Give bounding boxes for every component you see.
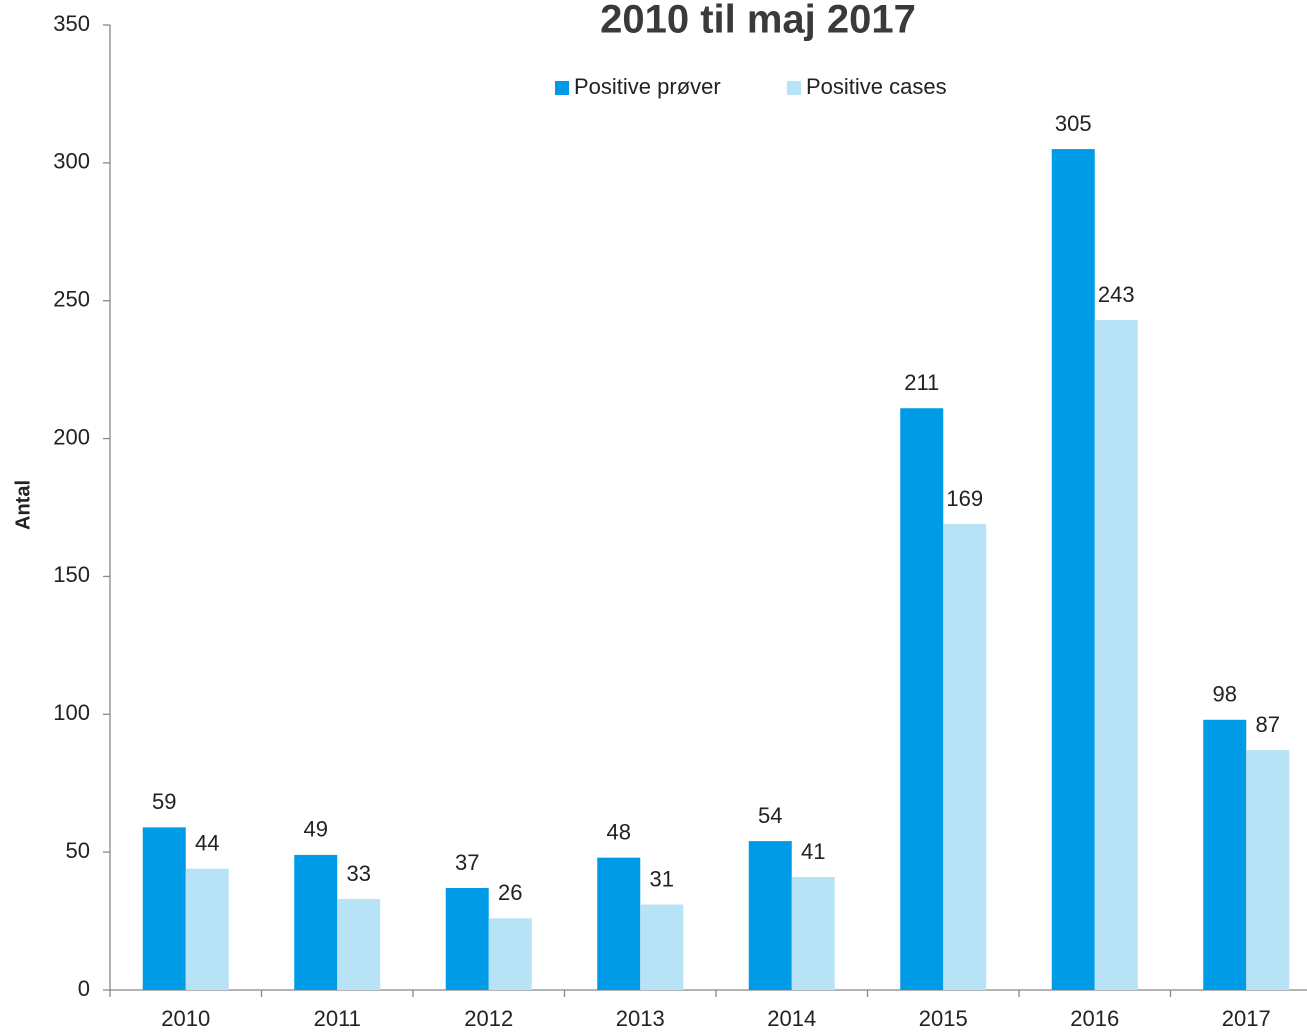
bar [597,857,641,990]
y-tick-label: 0 [78,976,90,1001]
legend-swatch [555,81,569,95]
bar [337,899,381,990]
data-label: 26 [498,880,522,905]
bar [445,887,489,990]
data-label: 243 [1098,282,1135,307]
x-tick-label: 2015 [919,1006,968,1031]
data-label: 211 [904,370,939,395]
bar [1094,320,1138,990]
data-label: 31 [650,866,674,891]
data-label: 87 [1256,712,1280,737]
x-tick-label: 2012 [464,1006,513,1031]
data-label: 44 [195,830,219,855]
data-label: 48 [607,819,631,844]
y-axis-label: Antal [12,480,34,530]
x-tick-label: 2016 [1070,1006,1119,1031]
y-tick-label: 100 [53,700,90,725]
data-label: 33 [347,861,371,886]
data-label: 59 [152,789,176,814]
data-label: 49 [304,817,328,842]
bar [900,408,944,990]
bar [640,904,684,990]
x-tick-label: 2014 [767,1006,816,1031]
data-label: 54 [758,803,782,828]
bar [748,841,792,990]
y-tick-label: 50 [66,838,90,863]
data-label: 37 [455,850,479,875]
legend-label: Positive cases [806,74,947,99]
chart-title: 2010 til maj 2017 [600,0,916,42]
bar [943,524,987,990]
bar [142,827,186,990]
bar [1203,719,1247,990]
y-tick-label: 200 [53,424,90,449]
legend-label: Positive prøver [574,74,721,99]
bar [1051,149,1095,991]
data-label: 98 [1213,682,1237,707]
y-tick-label: 250 [53,287,90,312]
y-tick-label: 150 [53,562,90,587]
data-label: 305 [1055,111,1092,136]
data-label: 169 [946,486,983,511]
y-tick-label: 300 [53,149,90,174]
legend-swatch [787,81,801,95]
bar [294,854,338,990]
x-tick-label: 2010 [161,1006,210,1031]
y-tick-label: 350 [53,11,90,36]
bar [1246,750,1290,990]
data-label: 41 [801,839,825,864]
x-tick-label: 2011 [314,1006,361,1031]
bar [185,868,229,990]
bar [488,918,532,990]
x-tick-label: 2017 [1222,1006,1271,1031]
x-tick-label: 2013 [616,1006,665,1031]
bar [791,876,835,990]
